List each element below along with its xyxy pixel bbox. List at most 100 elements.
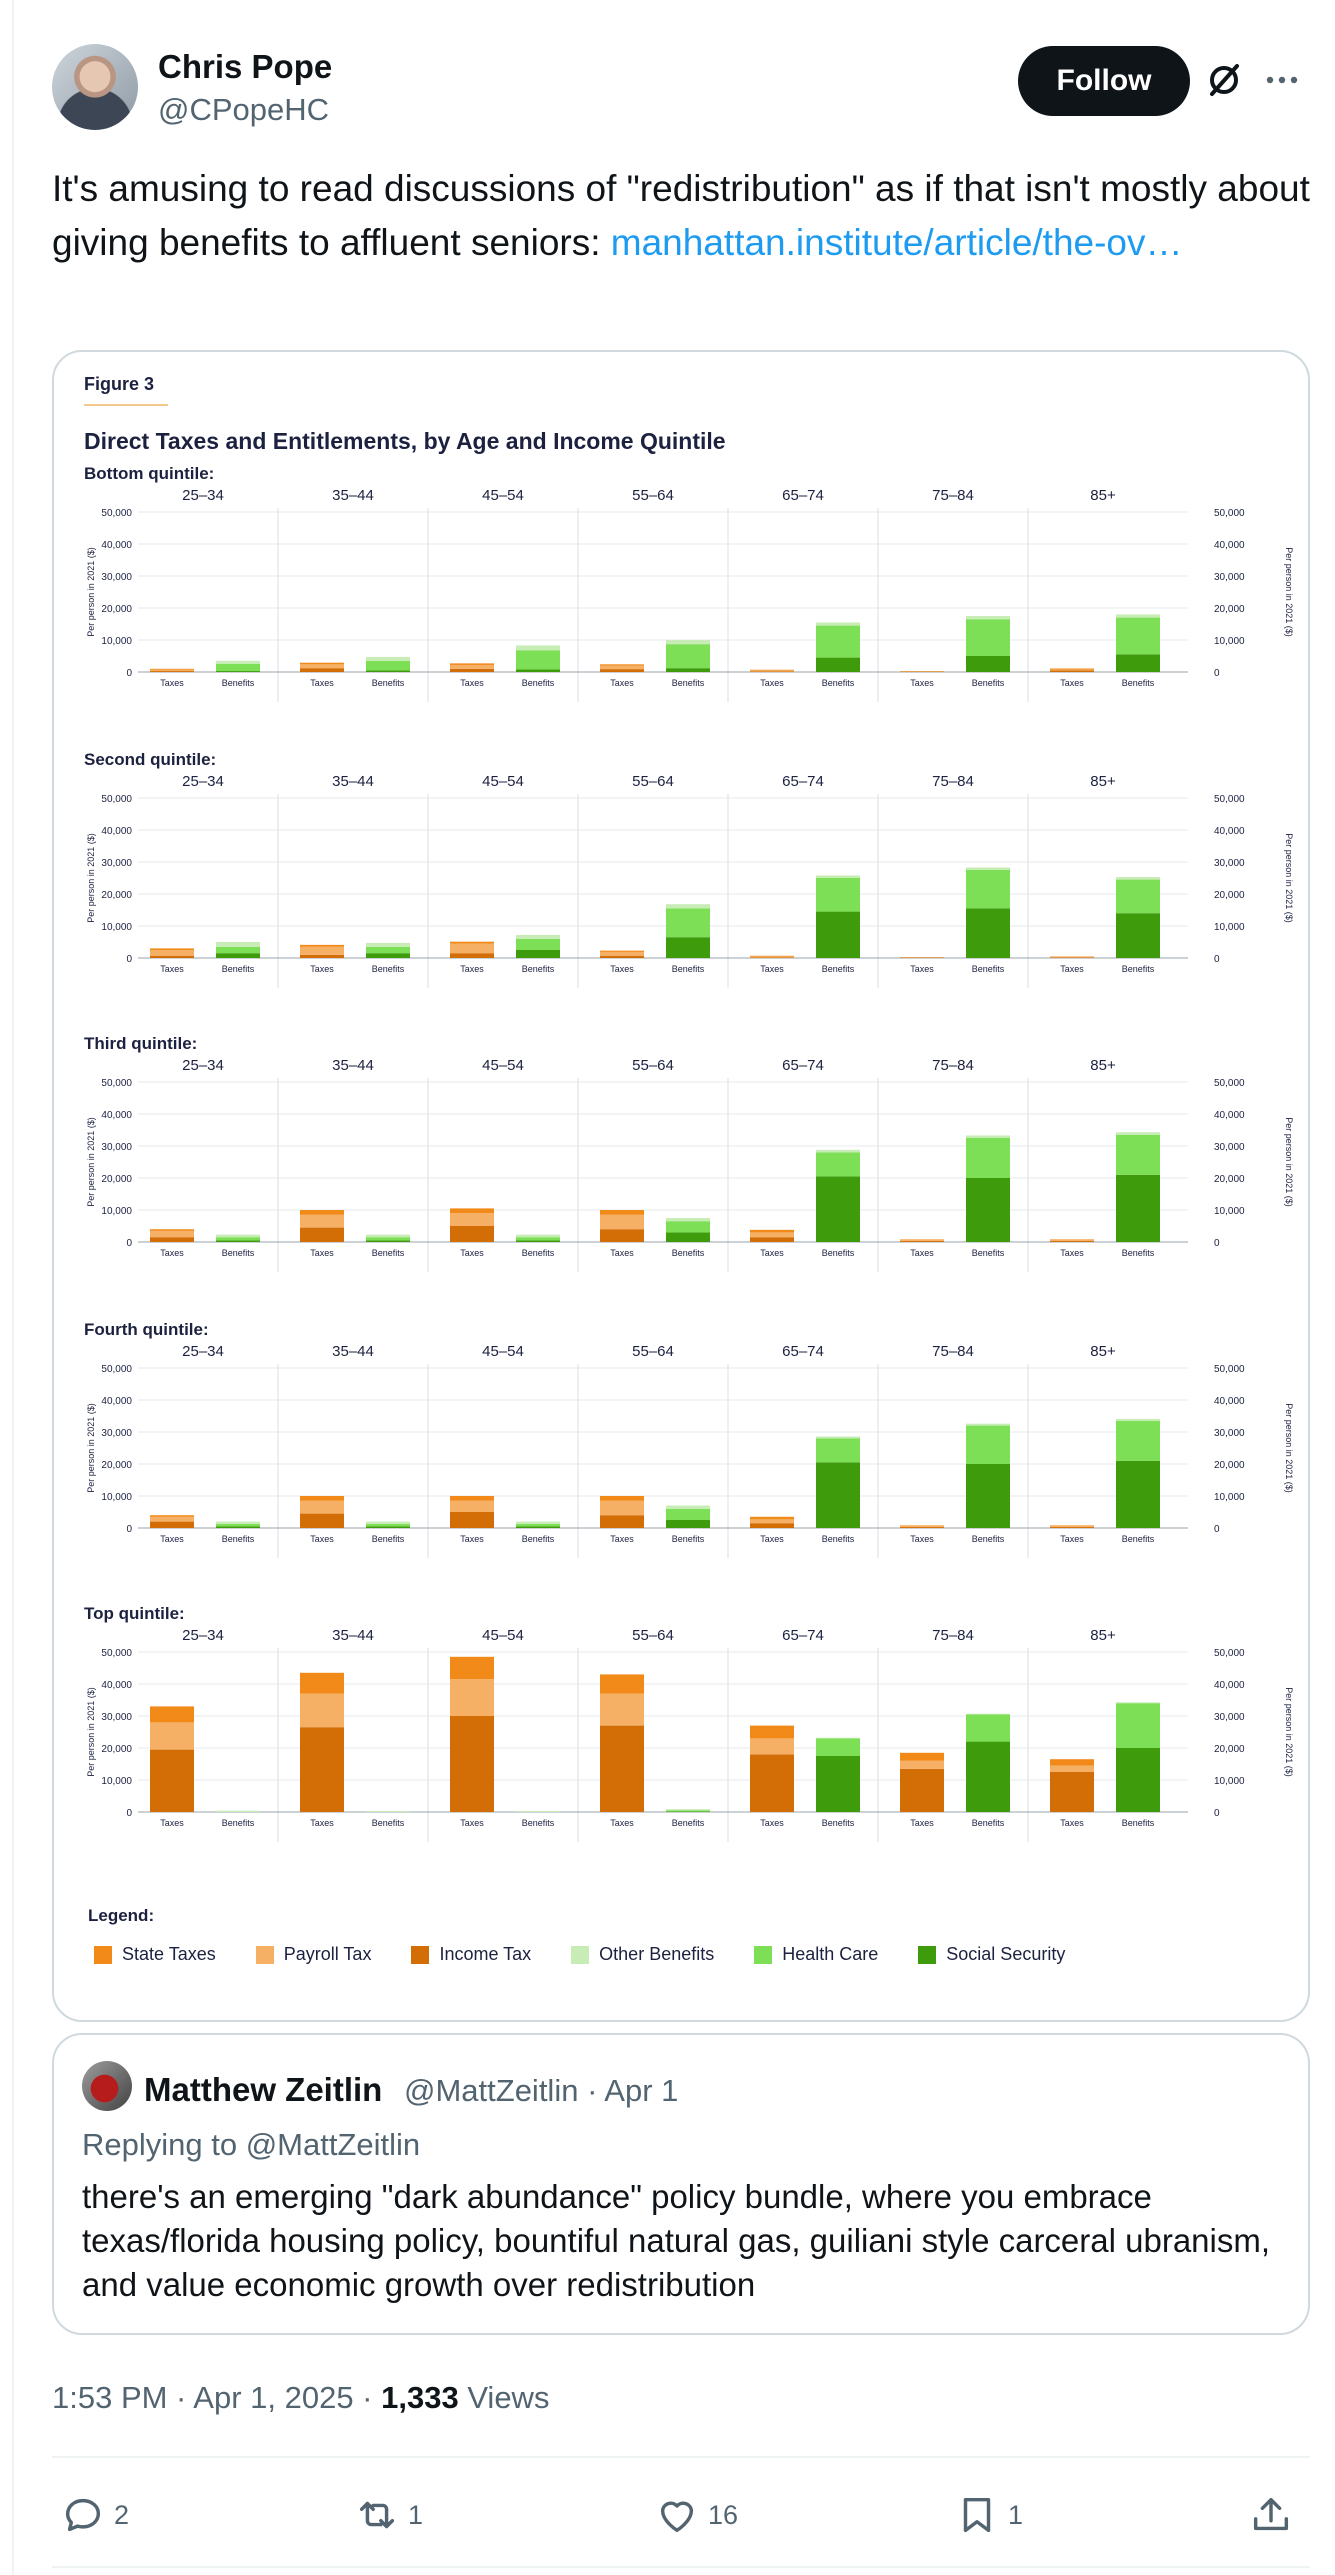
bar-income-tax [900, 1768, 944, 1812]
bar-social-security [516, 1240, 560, 1242]
x-tick-label: Taxes [910, 1534, 934, 1544]
bar-other [1116, 1132, 1160, 1135]
quintile-title-bottom: Bottom quintile: [84, 464, 215, 483]
bar-payroll-tax [300, 664, 344, 669]
bar-health-care [516, 1237, 560, 1241]
quoted-author-handle-date[interactable]: @MattZeitlin · Apr 1 [404, 2073, 679, 2108]
age-header: 55–64 [632, 773, 674, 790]
age-header: 65–74 [782, 1057, 824, 1074]
bar-payroll-tax [1050, 1526, 1094, 1528]
bar-other [216, 1521, 260, 1524]
repost-button[interactable]: 1 [354, 2490, 423, 2540]
bar-state-tax [150, 948, 194, 950]
bar-state-tax [750, 669, 794, 671]
x-tick-label: Taxes [310, 678, 334, 688]
bar-other [816, 1436, 860, 1439]
bar-payroll-tax [450, 1500, 494, 1512]
bar-social-security [366, 953, 410, 958]
bar-social-security [666, 1520, 710, 1528]
legend-label: Income Tax [439, 1944, 532, 1964]
bar-other [966, 616, 1010, 620]
media-card[interactable]: Figure 3 Direct Taxes and Entitlements, … [52, 350, 1310, 2022]
reply-button[interactable]: 2 [60, 2490, 129, 2540]
article-link[interactable]: manhattan.institute/article/the-ov… [610, 222, 1183, 263]
bar-income-tax [750, 1754, 794, 1812]
age-header: 55–64 [632, 1627, 674, 1644]
bar-health-care [216, 664, 260, 672]
y-tick-label: 40,000 [101, 1680, 132, 1691]
bar-payroll-tax [900, 1760, 944, 1769]
y-tick-label-right: 20,000 [1214, 890, 1245, 901]
x-tick-label: Taxes [310, 1818, 334, 1828]
y-axis-label-right: Per person in 2021 ($) [1284, 547, 1294, 637]
bar-other [516, 1811, 560, 1812]
timeline-border [12, 0, 14, 2575]
grok-icon[interactable] [1204, 60, 1244, 100]
bar-health-care [816, 625, 860, 658]
y-tick-label: 0 [126, 1808, 132, 1819]
bar-social-security [216, 1240, 260, 1242]
quoted-author-avatar[interactable] [82, 2061, 132, 2111]
y-tick-label-right: 20,000 [1214, 604, 1245, 615]
divider [52, 2456, 1310, 2458]
bar-state-tax [1050, 1525, 1094, 1527]
bar-social-security [1116, 913, 1160, 958]
bar-payroll-tax [1050, 1240, 1094, 1242]
x-tick-label: Benefits [372, 678, 405, 688]
bar-state-tax [600, 1674, 644, 1694]
follow-button[interactable]: Follow [1018, 46, 1190, 116]
y-tick-label-right: 10,000 [1214, 1206, 1245, 1217]
bar-other [816, 1737, 860, 1739]
y-axis-label-right: Per person in 2021 ($) [1284, 1403, 1294, 1493]
x-tick-label: Benefits [522, 1248, 555, 1258]
author-name[interactable]: Chris Pope [158, 48, 333, 85]
age-header: 35–44 [332, 1627, 374, 1644]
bar-state-tax [750, 1229, 794, 1233]
bar-health-care [666, 1508, 710, 1520]
x-tick-label: Taxes [610, 1534, 634, 1544]
bar-social-security [366, 1526, 410, 1528]
stacked-bar-chart: 25–34 35–44 45–54 55–64 65–74 75–84 85+ 0 0 10,00… [86, 487, 1294, 1842]
author-handle[interactable]: @CPopeHC [158, 92, 330, 127]
y-tick-label-right: 40,000 [1214, 1110, 1245, 1121]
y-tick-label: 50,000 [101, 508, 132, 519]
like-button[interactable]: 16 [654, 2490, 738, 2540]
y-tick-label: 50,000 [101, 1364, 132, 1375]
x-tick-label: Taxes [760, 964, 784, 974]
x-tick-label: Benefits [1122, 1534, 1155, 1544]
bar-health-care [966, 1714, 1010, 1742]
bar-social-security [966, 1464, 1010, 1528]
bar-payroll-tax [750, 956, 794, 958]
author-avatar[interactable] [52, 44, 138, 130]
bar-state-tax [300, 1672, 344, 1694]
share-button[interactable] [1248, 2490, 1302, 2540]
quoted-tweet[interactable]: Matthew Zeitlin @MattZeitlin · Apr 1 Rep… [52, 2033, 1310, 2335]
bar-income-tax [1050, 1527, 1094, 1528]
y-tick-label-right: 30,000 [1214, 1712, 1245, 1723]
timestamp[interactable]: 1:53 PM · Apr 1, 2025 · [52, 2380, 382, 2415]
bar-income-tax [1050, 1772, 1094, 1812]
x-tick-label: Benefits [372, 1818, 405, 1828]
x-tick-label: Benefits [222, 964, 255, 974]
y-tick-label-right: 20,000 [1214, 1174, 1245, 1185]
bar-state-tax [900, 1525, 944, 1527]
x-tick-label: Taxes [460, 1534, 484, 1544]
age-header: 55–64 [632, 1343, 674, 1360]
quoted-author-name[interactable]: Matthew Zeitlin [144, 2071, 383, 2108]
bar-health-care [366, 660, 410, 671]
bar-income-tax [600, 955, 644, 958]
y-tick-label-right: 50,000 [1214, 1364, 1245, 1375]
bar-payroll-tax [300, 946, 344, 955]
legend-swatch [571, 1945, 590, 1964]
x-tick-label: Benefits [1122, 964, 1155, 974]
y-tick-label-right: 50,000 [1214, 794, 1245, 805]
bookmark-button[interactable]: 1 [954, 2490, 1023, 2540]
y-tick-label: 50,000 [101, 1648, 132, 1659]
bar-health-care [666, 1221, 710, 1233]
x-tick-label: Benefits [972, 1534, 1005, 1544]
bar-social-security [1116, 1748, 1160, 1812]
more-icon[interactable] [1262, 60, 1302, 100]
bar-state-tax [150, 1706, 194, 1723]
bar-payroll-tax [1050, 669, 1094, 671]
bar-state-tax [900, 1752, 944, 1761]
